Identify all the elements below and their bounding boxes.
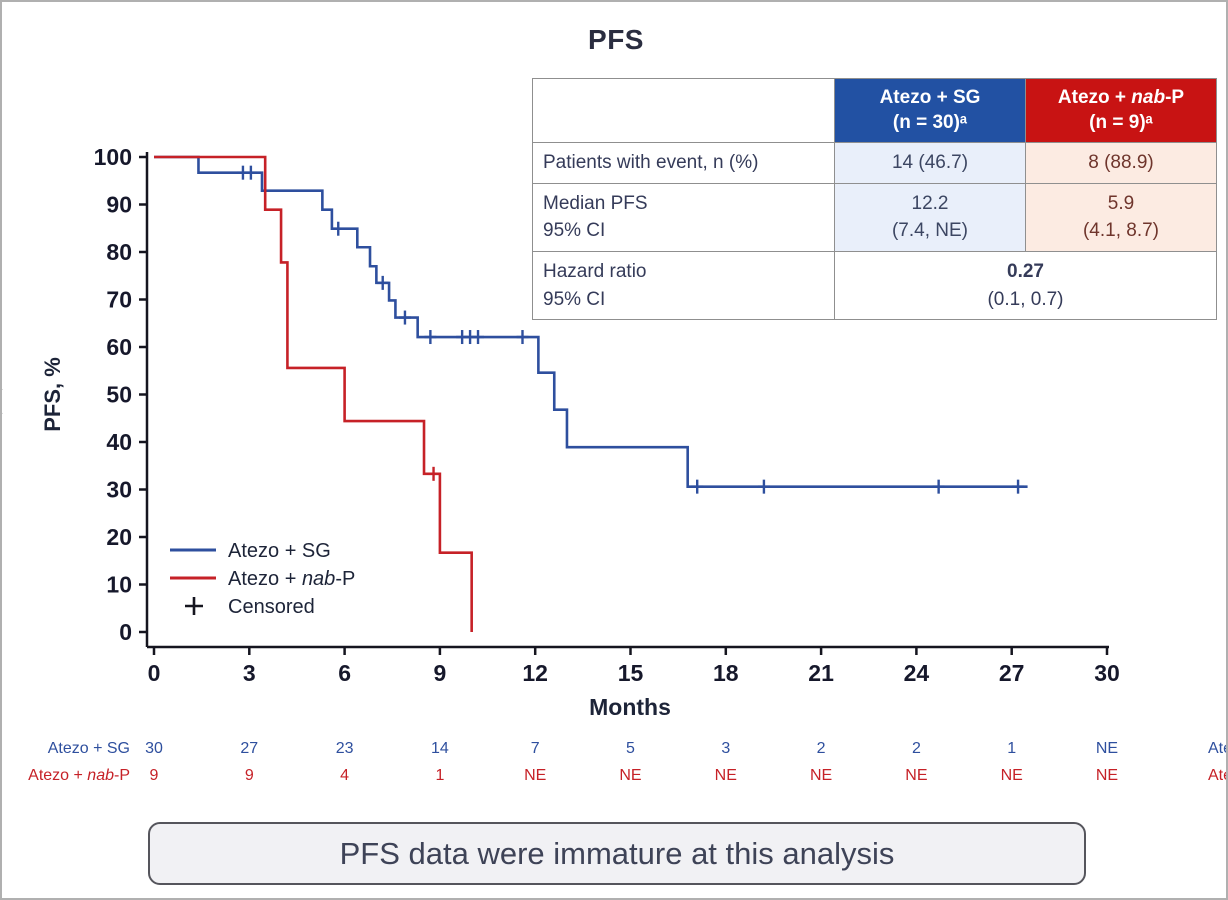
nabp-header-italic: nab xyxy=(1131,87,1166,108)
at-risk-value: 1 xyxy=(435,767,444,784)
at-risk-row-label-clipped: Atezo + nab-P xyxy=(1208,767,1228,784)
results-table: Atezo + SG (n = 30)ᵃ Atezo + nab-P (n = … xyxy=(532,77,1217,321)
median-sg-line2: (7.4, NE) xyxy=(891,220,969,242)
at-risk-value: NE xyxy=(810,767,832,784)
results-corner-cell xyxy=(532,77,835,144)
at-risk-value: NE xyxy=(905,767,927,784)
edge-artifact: ( xyxy=(2,384,3,415)
x-tick-label: 12 xyxy=(522,660,548,686)
at-risk-value: 7 xyxy=(531,740,540,757)
median-label-line1: Median PFS xyxy=(543,192,648,214)
chart-title: PFS xyxy=(588,24,644,55)
x-axis-label: Months xyxy=(589,694,671,720)
results-header-nabp: Atezo + nab-P (n = 9)ᵃ xyxy=(1025,77,1217,144)
at-risk-row-label-clipped: Atezo + SG xyxy=(1208,740,1228,757)
x-tick-label: 15 xyxy=(618,660,644,686)
footer-banner-text: PFS data were immature at this analysis xyxy=(339,835,895,871)
x-tick-label: 27 xyxy=(999,660,1025,686)
x-tick-label: 6 xyxy=(338,660,351,686)
at-risk-value: 2 xyxy=(817,740,826,757)
median-nabp-line2: (4.1, 8.7) xyxy=(1082,220,1160,242)
sg-header-line1: Atezo + SG xyxy=(879,87,981,108)
x-tick-label: 30 xyxy=(1094,660,1120,686)
legend-label: Atezo + SG xyxy=(228,540,331,562)
at-risk-value: 3 xyxy=(721,740,730,757)
at-risk-value: 23 xyxy=(336,740,354,757)
x-tick-label: 9 xyxy=(434,660,447,686)
footer-banner: PFS data were immature at this analysis xyxy=(148,822,1086,885)
at-risk-value: 27 xyxy=(240,740,258,757)
x-tick-label: 0 xyxy=(148,660,161,686)
nabp-header-line2: (n = 9)ᵃ xyxy=(1089,111,1153,133)
sg-header-line2: (n = 30)ᵃ xyxy=(892,111,968,133)
at-risk-value: 30 xyxy=(145,740,163,757)
at-risk-value: NE xyxy=(1001,767,1023,784)
km-curve-atezo-nabp xyxy=(154,155,473,632)
at-risk-value: 9 xyxy=(245,767,254,784)
x-tick-label: 24 xyxy=(904,660,930,686)
row-hazard-ratio: Hazard ratio 95% CI 0.27 (0.1, 0.7) xyxy=(532,251,1217,321)
at-risk-value: 4 xyxy=(340,767,349,784)
y-tick-label: 40 xyxy=(106,429,132,455)
row-median-nabp-value: 5.9 (4.1, 8.7) xyxy=(1025,182,1217,253)
x-tick-label: 21 xyxy=(808,660,834,686)
row-event-label: Patients with event, n (%) xyxy=(532,142,835,184)
y-tick-label: 60 xyxy=(106,334,132,360)
at-risk-value: 5 xyxy=(626,740,635,757)
hr-label-line2: 95% CI xyxy=(543,288,606,310)
hr-value-line2: (0.1, 0.7) xyxy=(987,288,1064,310)
row-event-sg-value: 14 (46.7) xyxy=(834,142,1026,184)
y-tick-label: 80 xyxy=(106,239,132,265)
y-tick-label: 10 xyxy=(106,572,132,598)
at-risk-value: 14 xyxy=(431,740,449,757)
at-risk-value: NE xyxy=(1096,740,1118,757)
x-tick-label: 3 xyxy=(243,660,256,686)
at-risk-row-label: Atezo + SG xyxy=(48,740,130,757)
at-risk-value: NE xyxy=(715,767,737,784)
median-nabp-line1: 5.9 xyxy=(1107,192,1135,214)
results-header-row: Atezo + SG (n = 30)ᵃ Atezo + nab-P (n = … xyxy=(532,77,1217,144)
at-risk-value: 2 xyxy=(912,740,921,757)
row-patients-with-event: Patients with event, n (%) 14 (46.7) 8 (… xyxy=(532,142,1217,184)
median-label-line2: 95% CI xyxy=(543,220,606,242)
y-tick-label: 30 xyxy=(106,477,132,503)
at-risk-value: NE xyxy=(619,767,641,784)
y-tick-label: 100 xyxy=(94,144,132,170)
results-header-sg: Atezo + SG (n = 30)ᵃ xyxy=(834,77,1026,144)
y-tick-label: 0 xyxy=(119,619,132,645)
y-tick-label: 70 xyxy=(106,287,132,313)
hr-value-line1: 0.27 xyxy=(1007,261,1044,283)
y-tick-label: 90 xyxy=(106,192,132,218)
row-hr-label: Hazard ratio 95% CI xyxy=(532,251,835,321)
legend-censored-label: Censored xyxy=(228,596,315,618)
legend-label: Atezo + nab-P xyxy=(228,568,355,590)
at-risk-row-label: Atezo + nab-P xyxy=(28,767,130,784)
row-event-nabp-value: 8 (88.9) xyxy=(1025,142,1217,184)
at-risk-value: NE xyxy=(1096,767,1118,784)
row-hr-value: 0.27 (0.1, 0.7) xyxy=(834,251,1217,321)
row-median-sg-value: 12.2 (7.4, NE) xyxy=(834,182,1026,253)
row-median-pfs: Median PFS 95% CI 12.2 (7.4, NE) 5.9 (4.… xyxy=(532,182,1217,253)
row-median-label: Median PFS 95% CI xyxy=(532,182,835,253)
at-risk-value: 1 xyxy=(1007,740,1016,757)
y-tick-label: 20 xyxy=(106,524,132,550)
y-tick-label: 50 xyxy=(106,382,132,408)
x-tick-label: 18 xyxy=(713,660,739,686)
nabp-header-pre: Atezo + xyxy=(1057,87,1132,108)
median-sg-line1: 12.2 xyxy=(911,192,949,214)
at-risk-value: NE xyxy=(524,767,546,784)
nabp-header-line1: Atezo + nab-P xyxy=(1058,87,1184,108)
y-axis-label: PFS, % xyxy=(40,357,65,432)
at-risk-value: 9 xyxy=(150,767,159,784)
nabp-header-post: -P xyxy=(1165,87,1185,108)
hr-label-line1: Hazard ratio xyxy=(543,261,647,283)
